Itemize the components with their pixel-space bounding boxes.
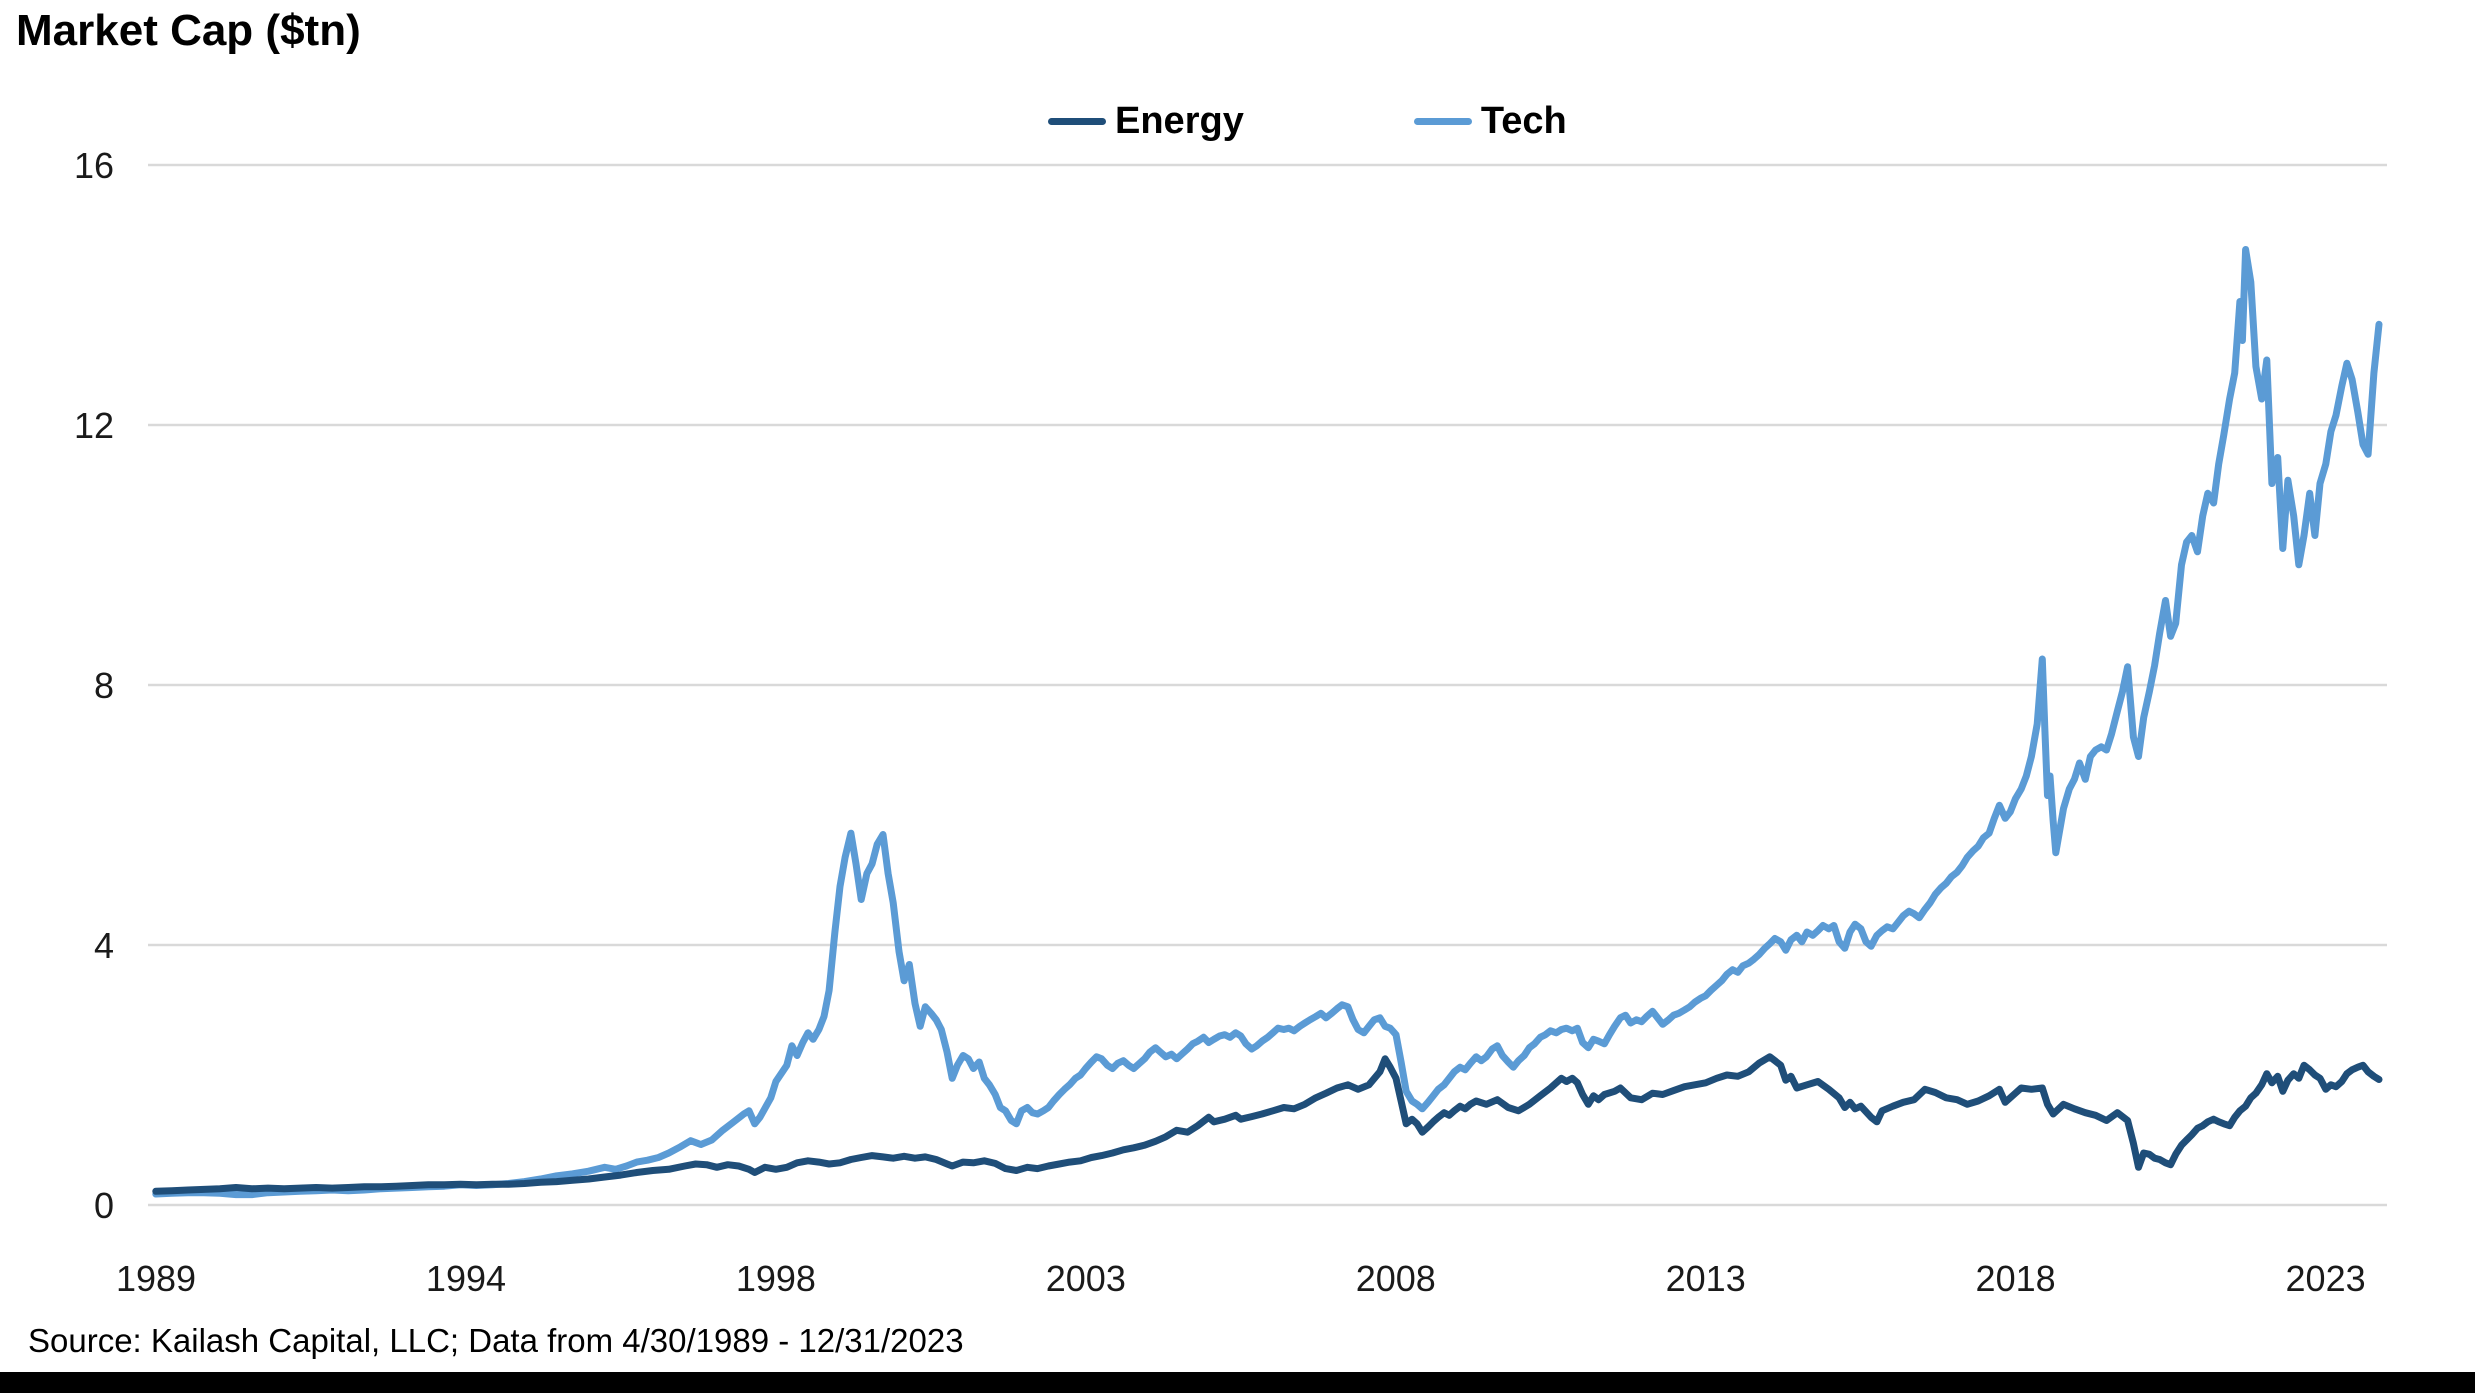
- y-tick-label-12: 12: [74, 405, 114, 446]
- y-tick-label-8: 8: [94, 665, 114, 706]
- x-axis-labels: 1989 1994 1998 2003 2008 2013 2018 2023: [116, 1258, 2366, 1299]
- x-tick-label-2008: 2008: [1356, 1258, 1436, 1299]
- bottom-border-bar: [0, 1372, 2475, 1393]
- x-tick-label-2003: 2003: [1046, 1258, 1126, 1299]
- tech-line-swatch-icon: [1413, 117, 1472, 125]
- x-tick-label-1998: 1998: [736, 1258, 816, 1299]
- legend: Energy Tech: [1048, 98, 1567, 144]
- series-line-energy: [152, 1053, 2383, 1195]
- source-note: Source: Kailash Capital, LLC; Data from …: [28, 1322, 964, 1359]
- x-tick-label-1989: 1989: [116, 1258, 196, 1299]
- legend-label-energy: Energy: [1115, 99, 1244, 142]
- x-tick-label-2023: 2023: [2286, 1258, 2366, 1299]
- x-tick-label-1994: 1994: [426, 1258, 506, 1299]
- series-lines: [152, 246, 2383, 1199]
- energy-line-swatch-icon: [1048, 117, 1106, 125]
- legend-label-tech: Tech: [1480, 99, 1567, 142]
- chart-title: Market Cap ($tn): [16, 6, 361, 55]
- x-tick-label-2013: 2013: [1666, 1258, 1746, 1299]
- legend-item-energy: Energy: [1048, 98, 1244, 144]
- y-axis-labels: 0 4 8 12 16: [74, 145, 114, 1226]
- series-line-tech: [152, 246, 2383, 1199]
- x-tick-label-2018: 2018: [1976, 1258, 2056, 1299]
- y-tick-label-0: 0: [94, 1185, 114, 1226]
- gridlines: [148, 163, 2387, 1207]
- y-tick-label-16: 16: [74, 145, 114, 186]
- y-tick-label-4: 4: [94, 925, 114, 966]
- legend-item-tech: Tech: [1413, 98, 1567, 144]
